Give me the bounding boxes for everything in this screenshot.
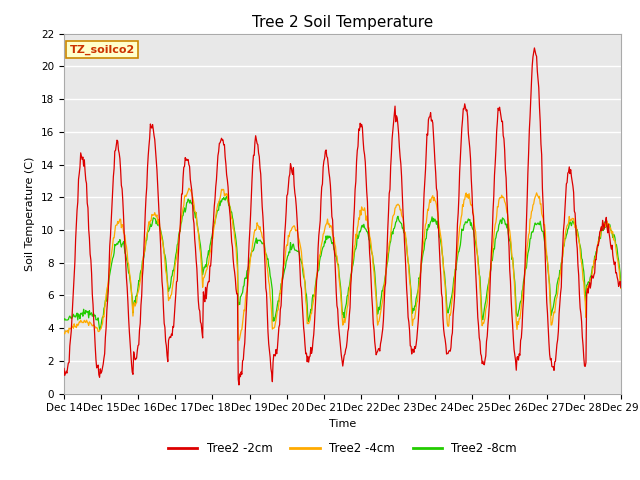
Text: TZ_soilco2: TZ_soilco2 bbox=[70, 44, 135, 55]
Title: Tree 2 Soil Temperature: Tree 2 Soil Temperature bbox=[252, 15, 433, 30]
X-axis label: Time: Time bbox=[329, 419, 356, 429]
Legend: Tree2 -2cm, Tree2 -4cm, Tree2 -8cm: Tree2 -2cm, Tree2 -4cm, Tree2 -8cm bbox=[163, 437, 522, 460]
Y-axis label: Soil Temperature (C): Soil Temperature (C) bbox=[26, 156, 35, 271]
